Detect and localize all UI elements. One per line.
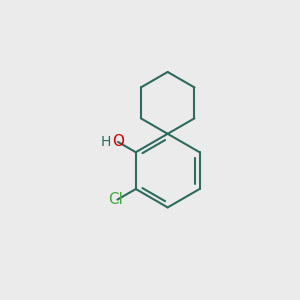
Text: O: O — [112, 134, 124, 149]
Text: H: H — [100, 135, 111, 149]
Text: Cl: Cl — [109, 192, 123, 207]
